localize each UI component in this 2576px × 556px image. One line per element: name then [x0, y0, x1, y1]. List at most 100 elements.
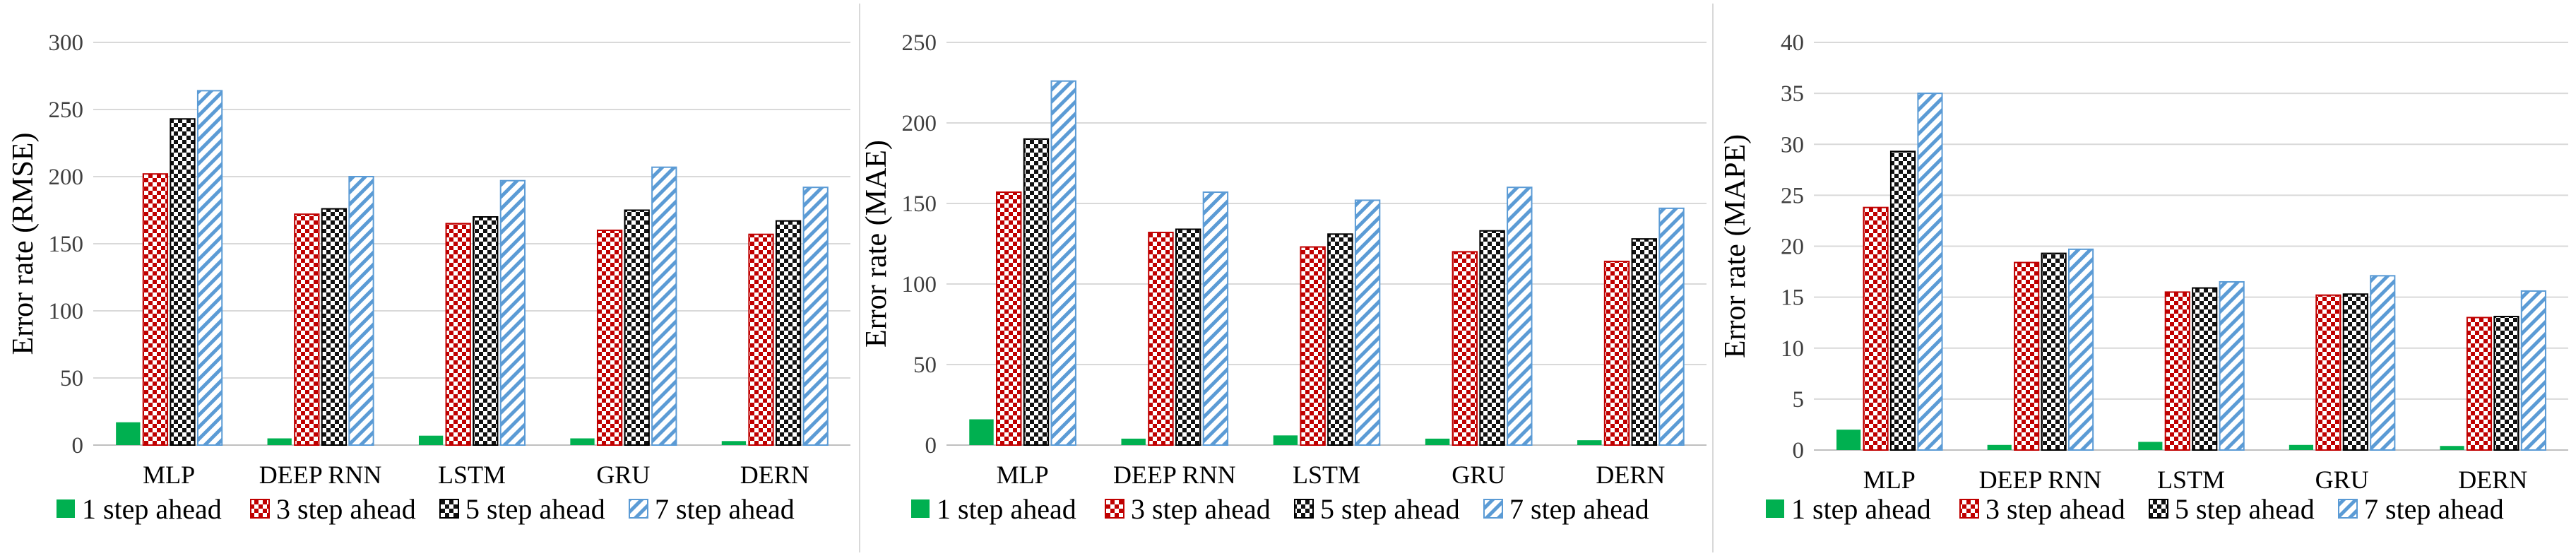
bar-lstm-7-step	[499, 179, 526, 446]
bar-mlp-7-step	[1917, 93, 1943, 451]
y-tick-label: 0	[925, 433, 937, 459]
bar-gru-3-step	[2315, 294, 2341, 451]
bar-dern-5-step	[1631, 238, 1657, 446]
bar-mlp-7-step	[196, 90, 223, 446]
y-tick-label: 250	[902, 30, 937, 56]
bar-deep-rnn-5-step	[1175, 228, 1201, 446]
x-tick-label: LSTM	[1293, 461, 1360, 489]
y-tick-label: 30	[1781, 132, 1804, 158]
y-tick-label: 20	[1781, 235, 1804, 260]
y-tick-label: 0	[72, 433, 84, 459]
bar-dern-5-step	[2493, 316, 2519, 451]
x-tick-label: DERN	[1596, 461, 1665, 489]
legend-swatch-7-step	[1483, 499, 1503, 519]
y-tick-label: 10	[1781, 336, 1804, 362]
y-tick-label: 200	[902, 111, 937, 136]
bar-dern-1-step	[2440, 446, 2464, 450]
bar-lstm-1-step	[1273, 435, 1298, 445]
x-tick-label: MLP	[997, 461, 1049, 489]
bar-deep-rnn-7-step	[348, 176, 374, 446]
legend-swatch-3-step	[250, 499, 270, 519]
y-tick-label: 0	[1793, 438, 1805, 463]
legend-label-1-step: 1 step ahead	[1791, 493, 1931, 525]
bar-gru-1-step	[570, 438, 595, 445]
legend-label-3-step: 3 step ahead	[1986, 493, 2125, 525]
legend-label-5-step: 5 step ahead	[465, 493, 605, 525]
bar-mlp-3-step	[142, 173, 169, 446]
bar-dern-7-step	[2520, 290, 2546, 451]
y-tick-label: 200	[49, 165, 84, 190]
legend-label-5-step: 5 step ahead	[2175, 493, 2315, 525]
legend-swatch-3-step	[1959, 499, 1979, 519]
bar-lstm-7-step	[2219, 280, 2245, 451]
bar-dern-1-step	[721, 441, 747, 445]
bar-deep-rnn-7-step	[2067, 248, 2094, 451]
bar-gru-5-step	[624, 209, 650, 446]
legend-label-7-step: 7 step ahead	[655, 493, 795, 525]
legend-swatch-5-step	[1294, 499, 1314, 519]
y-tick-label: 150	[49, 232, 84, 257]
bar-deep-rnn-5-step	[2041, 252, 2067, 451]
x-tick-label: DERN	[2458, 466, 2527, 494]
legend-swatch-7-step	[2338, 499, 2358, 519]
bar-gru-1-step	[1425, 438, 1450, 445]
bar-mlp-1-step	[1836, 430, 1861, 450]
y-tick-label: 50	[913, 353, 937, 378]
x-tick-label: DEEP RNN	[259, 461, 382, 489]
bar-lstm-1-step	[2138, 442, 2163, 450]
bar-deep-rnn-3-step	[294, 213, 320, 446]
bar-dern-1-step	[1577, 440, 1602, 445]
x-tick-label: LSTM	[438, 461, 506, 489]
bar-gru-7-step	[1507, 187, 1533, 446]
bar-dern-7-step	[1658, 207, 1685, 446]
legend-swatch-7-step	[629, 499, 648, 519]
legend-label-7-step: 7 step ahead	[1509, 493, 1649, 525]
bar-mlp-1-step	[116, 422, 141, 445]
bar-mlp-5-step	[170, 118, 196, 446]
bar-gru-7-step	[2370, 275, 2396, 451]
legend-swatch-5-step	[439, 499, 459, 519]
legend-label-1-step: 1 step ahead	[82, 493, 222, 525]
x-tick-label: MLP	[143, 461, 195, 489]
y-tick-label: 250	[49, 97, 84, 123]
bar-lstm-5-step	[473, 216, 499, 446]
legend-swatch-1-step	[911, 499, 930, 518]
x-tick-label: DEEP RNN	[1113, 461, 1236, 489]
y-tick-label: 15	[1781, 285, 1804, 311]
bar-dern-5-step	[775, 220, 802, 446]
bar-deep-rnn-1-step	[1987, 444, 2012, 450]
legend-label-3-step: 3 step ahead	[276, 493, 416, 525]
x-tick-label: MLP	[1863, 466, 1916, 494]
y-tick-label: 100	[902, 272, 937, 297]
bar-mlp-3-step	[996, 191, 1022, 446]
legend-label-1-step: 1 step ahead	[937, 493, 1076, 525]
bar-gru-3-step	[1452, 251, 1478, 446]
bar-mlp-7-step	[1050, 80, 1076, 446]
bar-dern-3-step	[1603, 261, 1630, 446]
y-axis-label: Error rate (MAE)	[860, 140, 893, 348]
y-tick-label: 100	[49, 299, 84, 324]
bar-deep-rnn-1-step	[267, 438, 292, 445]
bar-deep-rnn-1-step	[1121, 438, 1146, 445]
y-axis-label: Error rate (MAPE)	[1719, 134, 1752, 358]
bar-mlp-1-step	[969, 419, 994, 445]
x-tick-label: LSTM	[2157, 466, 2225, 494]
x-tick-label: GRU	[596, 461, 650, 489]
legend-swatch-3-step	[1105, 499, 1124, 519]
x-tick-label: GRU	[1452, 461, 1505, 489]
bar-dern-3-step	[2466, 317, 2493, 451]
mape-chart: 0 5 10 15 20 25 30 35 40 Error rate (MAPE) MLP DEEP…	[1719, 30, 2568, 525]
y-tick-label: 35	[1781, 81, 1804, 107]
legend-label-7-step: 7 step ahead	[2364, 493, 2504, 525]
x-tick-label: DEEP RNN	[1979, 466, 2102, 494]
bar-gru-7-step	[651, 166, 677, 446]
x-tick-label: DERN	[740, 461, 809, 489]
bar-mlp-3-step	[1863, 206, 1889, 451]
bar-gru-5-step	[1479, 230, 1505, 446]
y-tick-label: 25	[1781, 183, 1804, 208]
bar-dern-3-step	[748, 233, 774, 446]
legend-label-5-step: 5 step ahead	[1320, 493, 1460, 525]
bar-lstm-3-step	[1300, 246, 1326, 446]
y-tick-label: 5	[1793, 387, 1805, 413]
